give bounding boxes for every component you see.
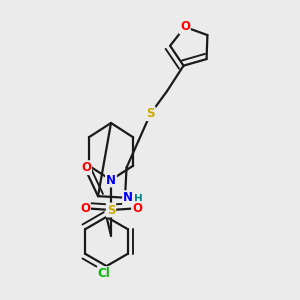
- Text: O: O: [80, 202, 90, 215]
- Text: H: H: [134, 194, 143, 204]
- Text: Cl: Cl: [98, 267, 110, 280]
- Text: N: N: [106, 173, 116, 187]
- Text: S: S: [107, 203, 115, 217]
- Text: N: N: [123, 191, 133, 204]
- Text: S: S: [146, 107, 155, 120]
- Text: O: O: [132, 202, 142, 215]
- Text: O: O: [180, 20, 190, 33]
- Text: O: O: [81, 161, 91, 174]
